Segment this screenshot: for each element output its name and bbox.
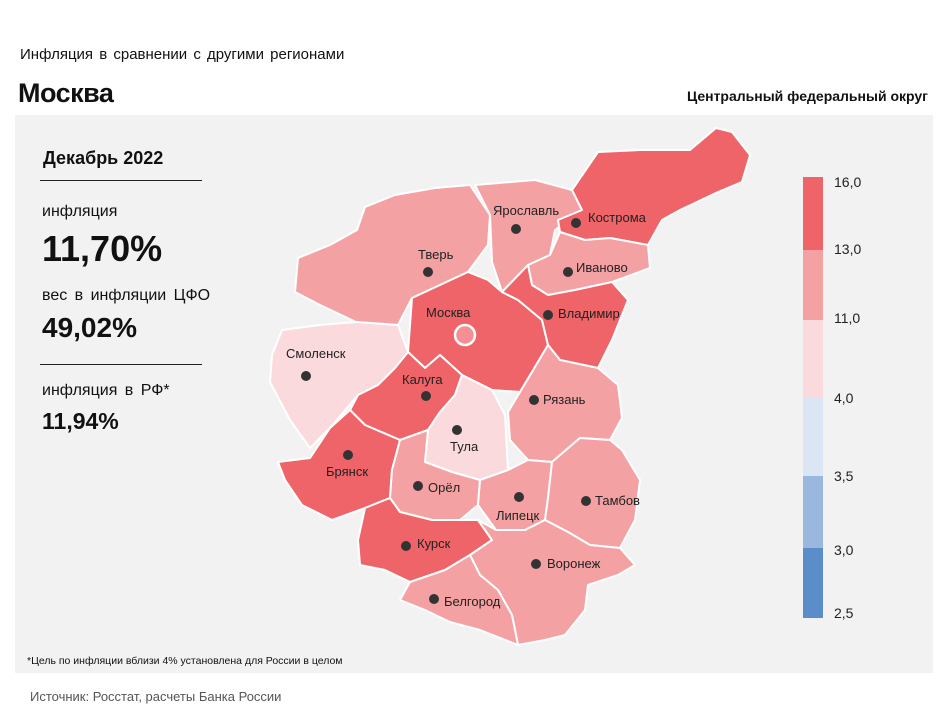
legend-break-label: 2,5 [834,605,854,621]
city-label-ivanovo: Иваново [576,260,628,275]
city-marker-yaroslavl[interactable] [511,224,521,234]
city-marker-vladimir[interactable] [543,310,553,320]
legend-break-label: 11,0 [834,310,860,326]
rf-inflation-label: инфляция в РФ* [42,382,170,399]
legend-band-2 [803,250,823,320]
city-label-kaluga: Калуга [402,372,443,387]
city-label-smolensk: Смоленск [286,346,346,361]
city-label-moscow: Москва [426,305,471,320]
city-marker-smolensk[interactable] [301,371,311,381]
city-marker-tver[interactable] [423,267,433,277]
city-label-tver: Тверь [418,247,454,262]
legend-break-label: 16,0 [834,174,861,190]
region-tambov[interactable] [544,437,641,549]
rf-inflation-value: 11,94% [42,408,119,434]
city-marker-tula[interactable] [452,425,462,435]
city-label-voronezh: Воронеж [547,556,601,571]
city-label-kursk: Курск [417,536,451,551]
legend-break-label: 4,0 [834,390,854,406]
footnote: *Цель по инфляции вблизи 4% установлена … [27,655,343,667]
city-marker-ivanovo[interactable] [563,267,573,277]
city-label-bryansk: Брянск [326,464,368,479]
city-marker-tambov[interactable] [581,496,591,506]
weight-value: 49,02% [42,312,137,343]
legend-band-5 [803,476,823,548]
district-title: Центральный федеральный округ [686,88,928,104]
legend-band-3 [803,320,823,398]
region-orel[interactable] [389,429,481,521]
city-label-lipetsk: Липецк [496,508,540,523]
region-kostroma[interactable] [557,127,751,246]
city-marker-orel[interactable] [413,481,423,491]
city-label-tula: Тула [450,439,479,454]
city-label-ryazan: Рязань [543,392,586,407]
region-vladimir[interactable] [501,264,629,369]
divider-top [40,180,202,181]
city-label-orel: Орёл [428,480,460,495]
city-label-belgorod: Белгород [444,594,501,609]
city-marker-kaluga[interactable] [421,391,431,401]
inflation-value: 11,70% [42,228,163,269]
region-belgorod[interactable] [399,554,519,646]
period-label: Декабрь 2022 [43,148,164,168]
subtitle: Инфляция в сравнении с другими регионами [20,46,345,63]
page-title: Москва [18,78,114,108]
city-marker-lipetsk[interactable] [514,492,524,502]
city-marker-belgorod[interactable] [429,594,439,604]
legend-band-1 [803,177,823,250]
legend-band-6 [803,548,823,618]
city-marker-voronezh[interactable] [531,559,541,569]
legend-band-4 [803,398,823,476]
region-tver[interactable] [294,184,491,326]
source-note: Источник: Росстат, расчеты Банка России [30,689,282,704]
weight-label: вес в инфляции ЦФО [42,287,211,304]
legend-break-label: 3,0 [834,542,854,558]
inflation-label: инфляция [42,203,118,220]
selected-city-marker[interactable] [453,323,477,347]
city-label-vladimir: Владимир [558,306,620,321]
legend-break-label: 3,5 [834,468,854,484]
city-marker-kostroma[interactable] [571,218,581,228]
city-marker-ryazan[interactable] [529,395,539,405]
legend-break-label: 13,0 [834,241,861,257]
city-label-yaroslavl: Ярославль [493,203,559,218]
city-label-tambov: Тамбов [595,493,640,508]
divider-bottom [40,364,202,365]
city-marker-kursk[interactable] [401,541,411,551]
city-label-kostroma: Кострома [588,210,647,225]
city-marker-bryansk[interactable] [343,450,353,460]
